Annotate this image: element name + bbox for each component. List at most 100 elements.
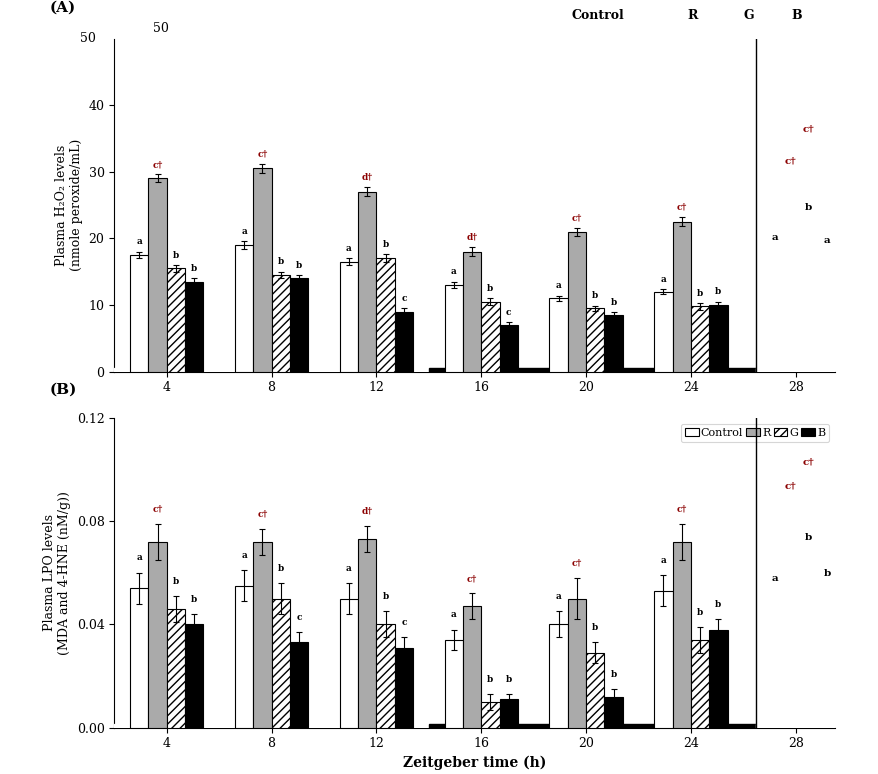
X-axis label: Zeitgeber time (h): Zeitgeber time (h): [402, 756, 546, 770]
Bar: [357, 192, 376, 372]
Text: a: a: [823, 236, 830, 245]
Bar: [130, 255, 148, 372]
Bar: [567, 231, 586, 372]
Y-axis label: Plasma LPO levels
(MDA and 4-HNE (nM/g)): Plasma LPO levels (MDA and 4-HNE (nM/g)): [43, 491, 71, 655]
Text: b: b: [191, 264, 198, 273]
Text: b: b: [277, 257, 284, 266]
Bar: [185, 282, 203, 372]
Bar: [549, 298, 567, 372]
Bar: [653, 292, 672, 372]
Text: c†: c†: [257, 509, 267, 519]
Text: b: b: [696, 289, 702, 298]
Text: b: b: [592, 623, 598, 632]
Bar: [653, 591, 672, 728]
Bar: [463, 252, 480, 372]
Text: b: b: [609, 298, 616, 307]
Bar: [394, 312, 413, 372]
Bar: [253, 542, 271, 728]
Text: c†: c†: [466, 574, 477, 583]
Text: d†: d†: [361, 507, 372, 516]
Text: b: b: [277, 563, 284, 573]
Text: c†: c†: [802, 125, 813, 134]
Text: b: b: [696, 608, 702, 617]
Text: b: b: [173, 577, 179, 586]
Text: a: a: [136, 238, 142, 246]
Text: a: a: [659, 556, 666, 565]
Bar: [480, 302, 499, 372]
Text: (A): (A): [49, 1, 76, 15]
Text: Control: Control: [572, 9, 624, 22]
Bar: [148, 542, 167, 728]
Bar: [114, 368, 428, 372]
Text: b: b: [173, 251, 179, 260]
Bar: [290, 279, 308, 372]
Text: b: b: [804, 203, 811, 212]
Legend: Control, R, G, B: Control, R, G, B: [680, 423, 829, 443]
Text: b: b: [486, 284, 493, 293]
Bar: [672, 221, 690, 372]
Text: c†: c†: [676, 203, 686, 212]
Text: d†: d†: [361, 173, 372, 182]
Text: a: a: [346, 563, 351, 573]
Text: a: a: [450, 610, 456, 619]
Bar: [271, 598, 290, 728]
Bar: [444, 640, 463, 728]
Text: a: a: [450, 267, 456, 276]
Text: b: b: [486, 675, 493, 683]
Text: a: a: [771, 233, 777, 241]
Bar: [604, 697, 622, 728]
Bar: [339, 598, 357, 728]
Bar: [271, 275, 290, 372]
Bar: [357, 539, 376, 728]
Bar: [499, 325, 517, 372]
Bar: [253, 169, 271, 372]
Text: c†: c†: [571, 559, 581, 567]
Bar: [394, 648, 413, 728]
Text: b: b: [592, 291, 598, 300]
Bar: [290, 642, 308, 728]
Text: B: B: [791, 9, 802, 22]
Bar: [756, 724, 847, 728]
Bar: [672, 542, 690, 728]
Text: a: a: [659, 275, 666, 283]
Y-axis label: Plasma H₂O₂ levels
(nmole peroxide/mL): Plasma H₂O₂ levels (nmole peroxide/mL): [55, 139, 83, 271]
Bar: [756, 368, 847, 372]
Text: b: b: [715, 600, 721, 609]
Text: c: c: [400, 618, 407, 627]
Bar: [690, 307, 709, 372]
Bar: [604, 315, 622, 372]
Text: c†: c†: [152, 160, 162, 170]
Text: a: a: [771, 574, 777, 583]
Text: b: b: [382, 592, 388, 601]
Text: c†: c†: [257, 149, 267, 159]
Text: b: b: [191, 594, 198, 604]
Text: c: c: [296, 613, 301, 622]
Text: (B): (B): [49, 382, 76, 396]
Text: 50: 50: [153, 22, 169, 35]
Text: c: c: [400, 294, 407, 303]
Bar: [567, 598, 586, 728]
Bar: [428, 724, 756, 728]
Text: a: a: [555, 281, 561, 290]
Text: b: b: [382, 240, 388, 249]
Bar: [376, 625, 394, 728]
Bar: [586, 308, 604, 372]
Text: b: b: [823, 569, 830, 578]
Bar: [185, 625, 203, 728]
Bar: [339, 262, 357, 372]
Bar: [130, 588, 148, 728]
Bar: [709, 305, 727, 372]
Text: a: a: [241, 551, 247, 560]
Bar: [234, 586, 253, 728]
Text: c: c: [506, 308, 511, 317]
Bar: [114, 724, 428, 728]
Text: c†: c†: [571, 214, 581, 222]
Text: a: a: [555, 592, 561, 601]
Text: b: b: [804, 533, 811, 542]
Bar: [167, 269, 185, 372]
Text: d†: d†: [466, 233, 477, 241]
Text: c†: c†: [784, 156, 795, 165]
Text: c†: c†: [152, 505, 162, 513]
Bar: [444, 285, 463, 372]
Bar: [499, 699, 517, 728]
